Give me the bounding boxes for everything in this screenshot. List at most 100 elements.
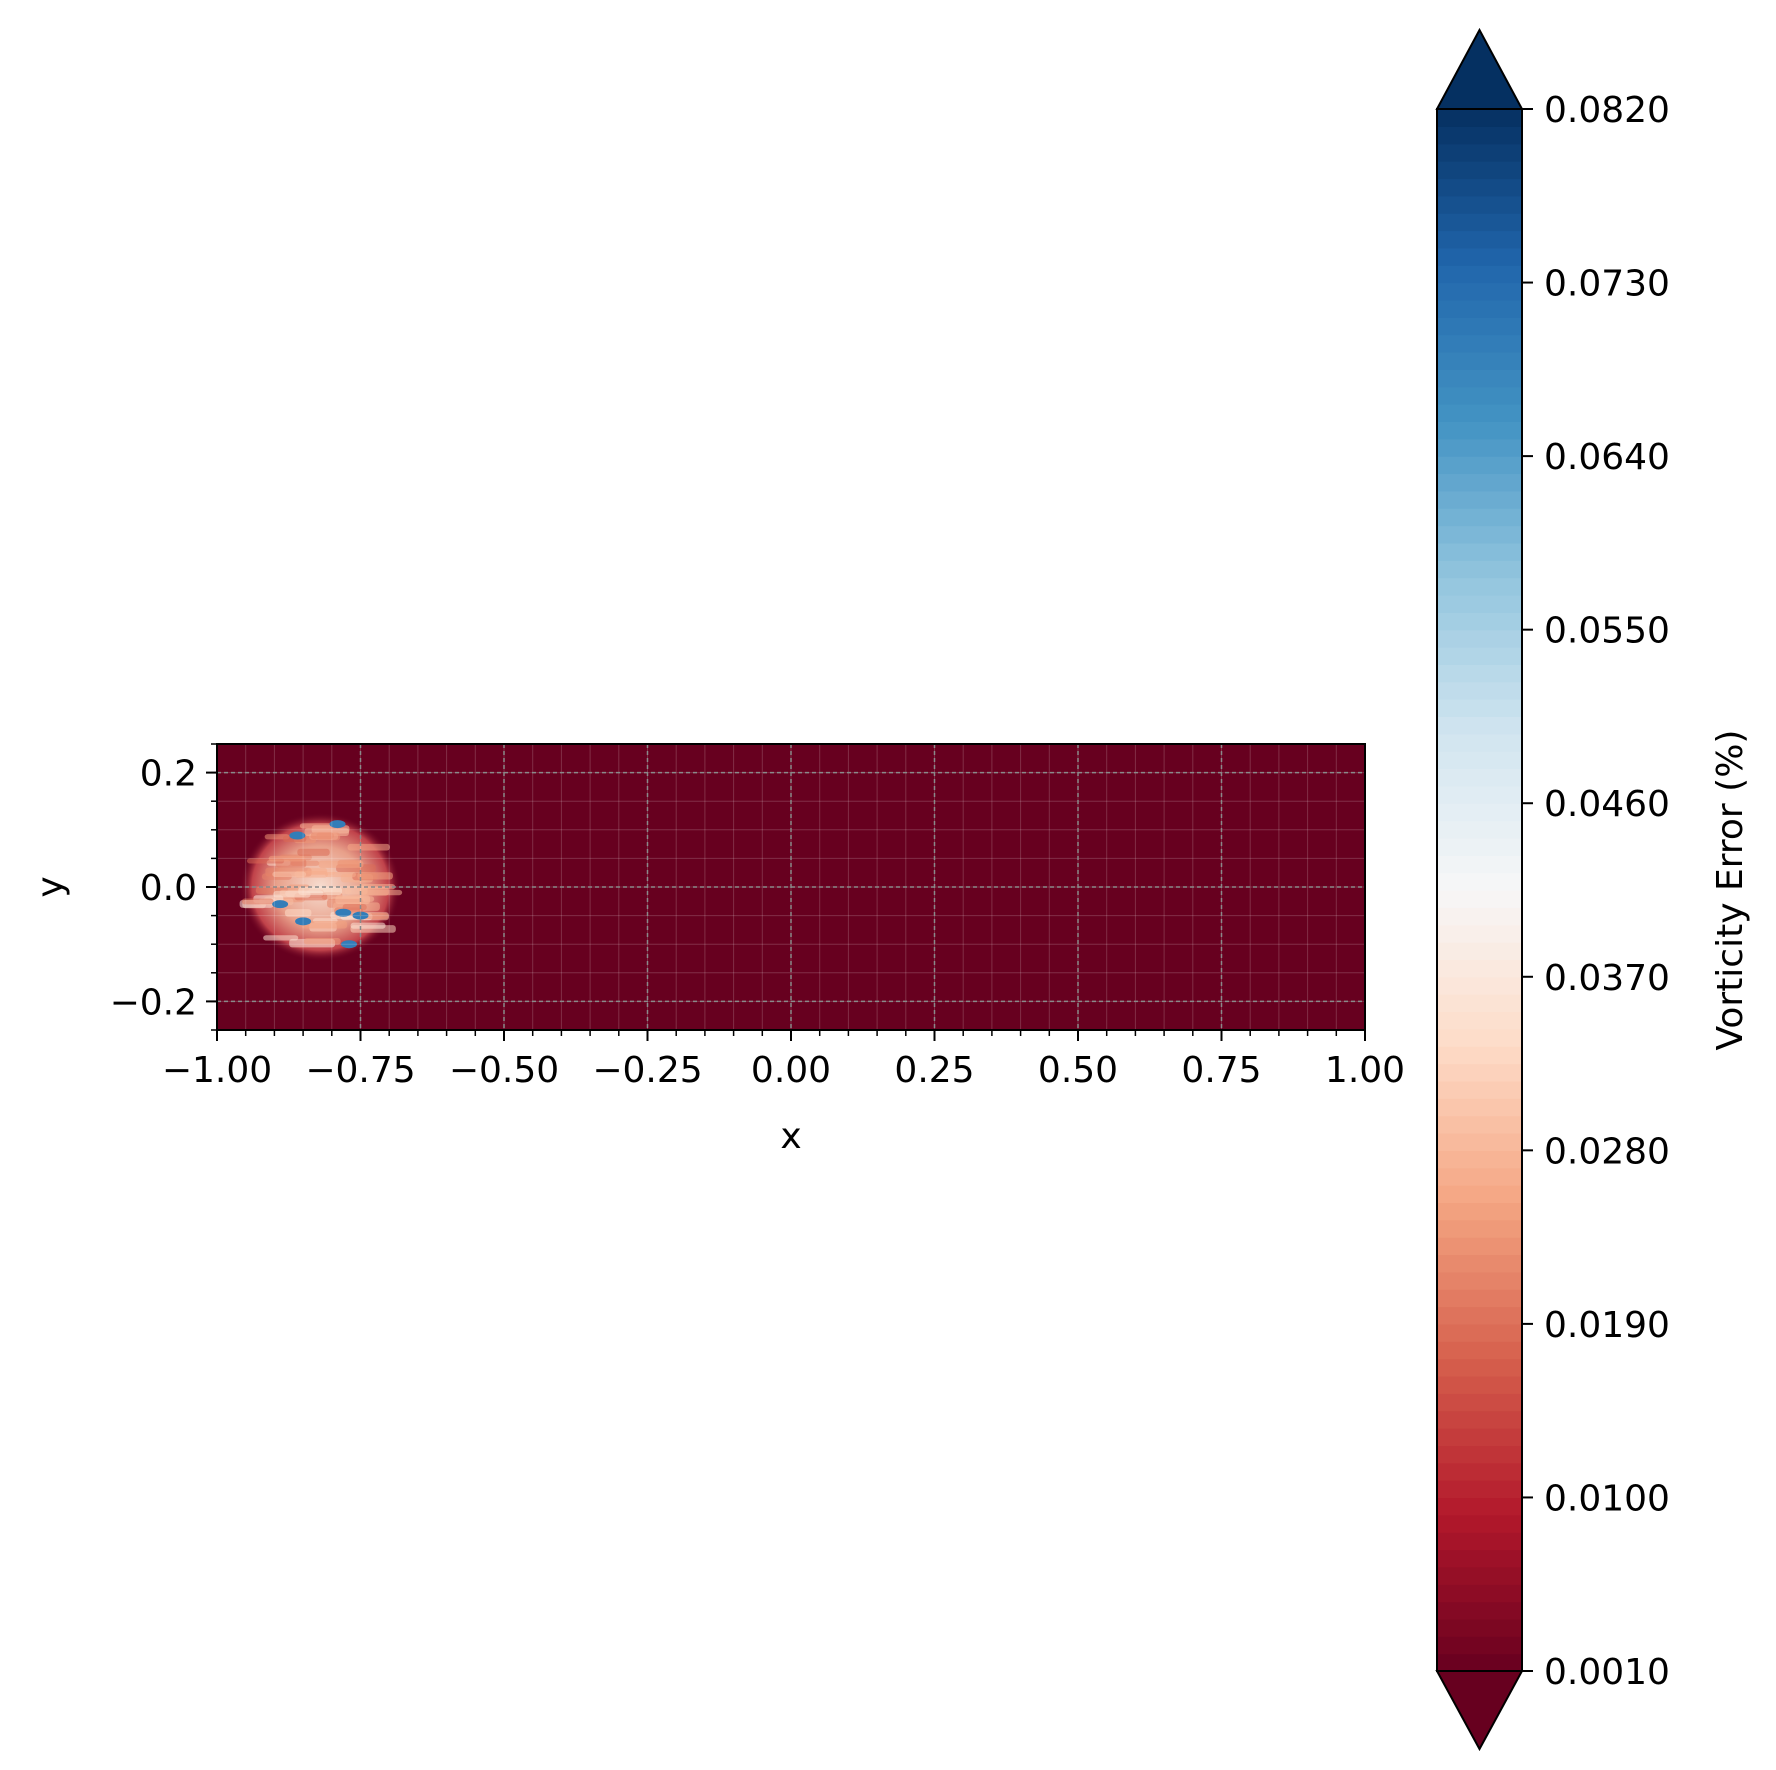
colorbar-band bbox=[1437, 1445, 1522, 1464]
x-axis-label: x bbox=[780, 1116, 801, 1157]
colorbar-tick-label: 0.0820 bbox=[1544, 90, 1670, 131]
colorbar-tick-label: 0.0460 bbox=[1544, 784, 1670, 825]
hotspot-streak bbox=[357, 884, 396, 890]
colorbar-tick-label: 0.0280 bbox=[1544, 1131, 1670, 1172]
x-tick-label: −1.00 bbox=[162, 1050, 272, 1091]
colorbar-band bbox=[1437, 195, 1522, 214]
colorbar-band bbox=[1437, 942, 1522, 961]
hotspot-streak bbox=[335, 895, 371, 904]
x-tick-label: 0.75 bbox=[1181, 1050, 1261, 1091]
colorbar-band bbox=[1437, 161, 1522, 180]
colorbar-band bbox=[1437, 1393, 1522, 1412]
colorbar-band bbox=[1437, 872, 1522, 891]
colorbar-tick-label: 0.0730 bbox=[1544, 264, 1670, 305]
colorbar-band bbox=[1437, 1497, 1522, 1516]
colorbar-band bbox=[1437, 890, 1522, 908]
colorbar-band bbox=[1437, 386, 1522, 405]
colorbar-band bbox=[1437, 1653, 1522, 1672]
colorbar-tick-label: 0.0010 bbox=[1544, 1652, 1670, 1693]
x-tick-label: 0.00 bbox=[751, 1050, 831, 1091]
colorbar-band bbox=[1437, 317, 1522, 336]
error-peak-point bbox=[272, 900, 289, 909]
colorbar-band bbox=[1437, 369, 1522, 388]
hotspot-streak bbox=[284, 909, 312, 917]
hotspot-streak bbox=[337, 860, 359, 867]
y-axis: −0.2 0.0 0.2 bbox=[110, 743, 217, 1031]
colorbar-band bbox=[1437, 421, 1522, 440]
error-peak-point bbox=[341, 940, 358, 949]
hotspot-streak bbox=[297, 848, 330, 856]
colorbar-band bbox=[1437, 456, 1522, 475]
colorbar-band bbox=[1437, 1462, 1522, 1481]
hotspot-streak bbox=[360, 889, 403, 896]
hotspot-streak bbox=[350, 922, 386, 929]
colorbar-band bbox=[1437, 1480, 1522, 1499]
colorbar-band bbox=[1437, 1080, 1522, 1099]
error-peak-point bbox=[289, 831, 306, 840]
colorbar-tick-label: 0.0190 bbox=[1544, 1305, 1670, 1346]
colorbar-band bbox=[1437, 404, 1522, 422]
colorbar-band bbox=[1437, 1150, 1522, 1169]
colorbar-band bbox=[1437, 785, 1522, 804]
colorbar-band bbox=[1437, 1618, 1522, 1637]
colorbar-band bbox=[1437, 265, 1522, 284]
colorbar-band bbox=[1437, 213, 1522, 232]
hotspot-streak bbox=[241, 898, 274, 905]
colorbar-band bbox=[1437, 1063, 1522, 1082]
colorbar-band bbox=[1437, 820, 1522, 839]
colorbar-band bbox=[1437, 577, 1522, 596]
hotspot-streak bbox=[357, 872, 393, 880]
hotspot-streak bbox=[303, 938, 341, 945]
hotspot-streak bbox=[272, 871, 307, 877]
colorbar-band bbox=[1437, 1098, 1522, 1117]
colorbar: 0.0010 0.0100 0.0190 0.0280 0.0370 0.0460 0.05… bbox=[1435, 27, 1670, 1752]
colorbar-band bbox=[1437, 629, 1522, 648]
colorbar-band bbox=[1437, 1167, 1522, 1186]
colorbar-band bbox=[1437, 1410, 1522, 1429]
colorbar-band bbox=[1437, 803, 1522, 822]
colorbar-band bbox=[1437, 976, 1522, 995]
colorbar-band bbox=[1437, 525, 1522, 544]
colorbar-band bbox=[1437, 681, 1522, 700]
colorbar-band bbox=[1437, 733, 1522, 752]
colorbar-band bbox=[1437, 647, 1522, 665]
colorbar-tick-label: 0.0100 bbox=[1544, 1478, 1670, 1519]
y-tick-label: 0.0 bbox=[140, 868, 197, 909]
colorbar-band bbox=[1437, 542, 1522, 561]
colorbar-frame bbox=[1436, 108, 1523, 1672]
colorbar-extend-max bbox=[1435, 27, 1524, 110]
colorbar-band bbox=[1437, 490, 1522, 509]
colorbar-tick-label: 0.0550 bbox=[1544, 611, 1670, 652]
colorbar-band bbox=[1437, 994, 1522, 1013]
colorbar-tick-label: 0.0370 bbox=[1544, 958, 1670, 999]
colorbar-band bbox=[1437, 699, 1522, 718]
colorbar-band bbox=[1437, 1202, 1522, 1221]
colorbar-band bbox=[1437, 143, 1522, 162]
colorbar-band bbox=[1437, 751, 1522, 770]
colorbar-band bbox=[1437, 1254, 1522, 1273]
colorbar-band bbox=[1437, 473, 1522, 492]
error-peak-point bbox=[335, 908, 352, 917]
x-tick-label: 0.25 bbox=[894, 1050, 974, 1091]
colorbar-band bbox=[1437, 1636, 1522, 1655]
colorbar-band bbox=[1437, 126, 1522, 145]
colorbar-band bbox=[1437, 959, 1522, 978]
colorbar-band bbox=[1437, 508, 1522, 527]
hotspot-streak bbox=[273, 890, 311, 898]
colorbar-band bbox=[1437, 1514, 1522, 1533]
colorbar-band bbox=[1437, 560, 1522, 579]
colorbar-band bbox=[1437, 1358, 1522, 1377]
colorbar-band bbox=[1437, 924, 1522, 943]
colorbar-band bbox=[1437, 1566, 1522, 1585]
colorbar-band bbox=[1437, 837, 1522, 856]
colorbar-band bbox=[1437, 1532, 1522, 1551]
colorbar-label: Vorticity Error (%) bbox=[1710, 730, 1751, 1051]
colorbar-band bbox=[1437, 1306, 1522, 1325]
x-tick-label: 0.50 bbox=[1038, 1050, 1118, 1091]
hotspot-streak bbox=[307, 867, 328, 875]
colorbar-band bbox=[1437, 612, 1522, 631]
error-peak-point bbox=[329, 820, 346, 829]
hotspot-streak bbox=[299, 823, 333, 829]
colorbar-band bbox=[1437, 351, 1522, 370]
